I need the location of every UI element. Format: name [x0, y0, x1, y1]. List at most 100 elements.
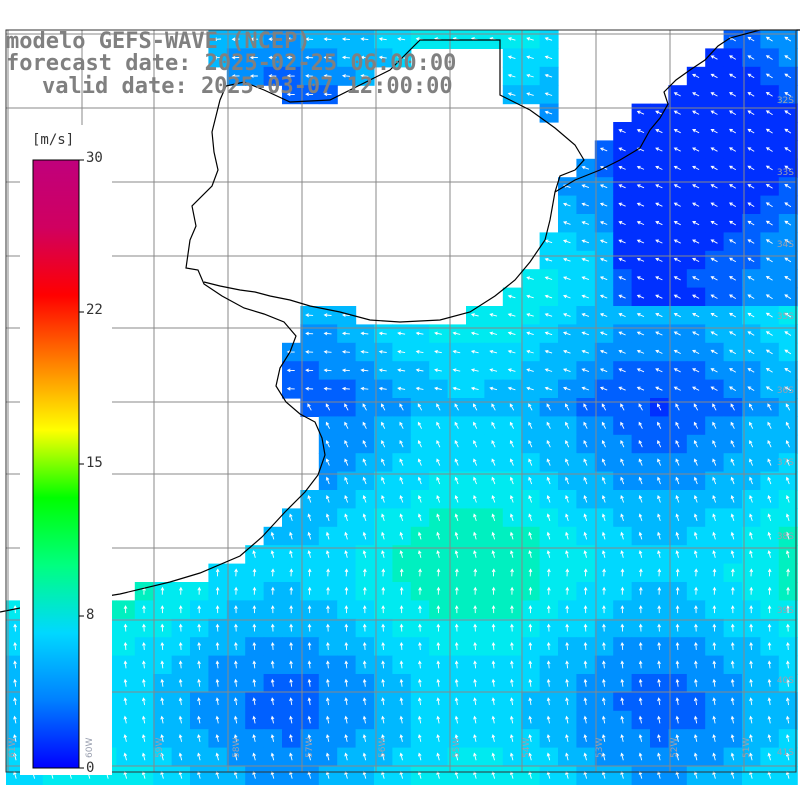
wind-arrow	[415, 386, 424, 391]
wind-arrow	[693, 476, 698, 485]
wind-arrow	[601, 403, 607, 411]
wind-arrow	[694, 568, 698, 577]
wind-arrow	[526, 386, 534, 391]
wind-arrow	[215, 697, 220, 706]
wind-arrow	[289, 660, 293, 669]
wind-arrow	[729, 368, 737, 373]
wind-arrow	[528, 641, 533, 650]
wind-arrow	[510, 568, 514, 577]
lat-lon-grid	[6, 30, 796, 772]
lon-label: 60W	[85, 737, 95, 758]
wind-arrow	[473, 641, 477, 650]
wind-arrow	[784, 257, 792, 263]
wind-arrow	[436, 531, 440, 540]
wind-arrow	[657, 678, 661, 687]
wind-arrow	[289, 752, 293, 761]
wind-arrow	[252, 568, 257, 577]
wind-arrow	[673, 221, 681, 226]
wind-arrow	[397, 331, 406, 336]
wind-arrow	[13, 660, 17, 669]
wind-arrow	[362, 641, 367, 650]
wind-arrow	[712, 641, 717, 650]
wind-arrow	[213, 55, 222, 60]
wind-arrow	[601, 734, 606, 742]
wind-arrow	[436, 439, 441, 448]
wind-arrow	[455, 586, 459, 595]
wind-arrow	[636, 165, 645, 170]
lon-label: 57W	[305, 737, 315, 758]
wind-arrow	[178, 623, 183, 632]
wind-arrow	[565, 458, 570, 466]
wind-arrow	[730, 421, 735, 429]
wind-arrow	[655, 165, 663, 170]
wind-arrow	[712, 458, 717, 466]
wind-arrow	[767, 513, 772, 522]
wind-arrow	[563, 386, 571, 391]
wind-arrow	[436, 550, 440, 558]
wind-arrow	[767, 531, 772, 540]
wind-arrow	[344, 623, 349, 632]
wind-arrow	[638, 458, 643, 466]
wind-arrow	[436, 697, 441, 706]
wind-arrow	[602, 678, 606, 687]
wind-arrow	[638, 734, 643, 742]
wind-arrow	[620, 697, 625, 706]
wind-arrow	[344, 660, 349, 669]
wind-arrow	[399, 421, 404, 429]
wind-arrow	[123, 605, 128, 614]
wind-arrow	[252, 586, 257, 595]
wind-arrow	[160, 697, 165, 706]
wind-arrow	[454, 605, 459, 614]
wind-arrow	[785, 495, 790, 503]
wind-arrow	[509, 550, 514, 558]
map-frame	[5, 29, 797, 773]
wind-arrow	[160, 752, 164, 761]
wind-arrow	[583, 550, 588, 558]
wind-arrow	[436, 678, 441, 687]
wind-arrow	[785, 715, 790, 724]
wind-arrow	[270, 734, 275, 742]
wind-arrow	[710, 221, 718, 226]
wind-arrow	[323, 37, 332, 41]
wind-arrow	[638, 660, 643, 669]
wind-arrow	[692, 165, 700, 170]
wind-arrow	[344, 476, 349, 485]
wind-arrow	[546, 715, 551, 724]
wind-arrow	[271, 586, 275, 595]
wind-arrow	[765, 55, 773, 60]
wind-arrow	[360, 350, 369, 354]
wind-arrow	[786, 623, 790, 632]
wind-arrow	[786, 660, 790, 669]
wind-arrow	[657, 715, 661, 724]
wind-arrow	[454, 734, 459, 742]
wind-arrow	[341, 313, 350, 317]
wind-arrow	[583, 586, 588, 595]
wind-arrow	[397, 37, 406, 41]
wind-arrow	[673, 349, 681, 354]
wind-arrow	[675, 623, 680, 632]
wind-arrow	[675, 568, 680, 577]
wind-arrow	[363, 568, 367, 577]
wind-arrow	[215, 715, 220, 724]
wind-arrow	[546, 752, 551, 761]
wind-arrow	[784, 349, 792, 355]
wind-arrow	[620, 476, 625, 485]
wind-arrow	[749, 403, 754, 411]
wind-arrow	[399, 439, 404, 448]
wind-arrow	[729, 110, 737, 115]
wind-arrow	[581, 221, 590, 225]
wind-arrow	[362, 476, 367, 485]
wind-arrow	[599, 184, 608, 189]
wind-arrow	[747, 257, 755, 263]
wind-arrow	[583, 568, 588, 577]
wind-arrow	[307, 531, 312, 540]
wind-arrow	[692, 331, 700, 336]
wind-arrow	[730, 605, 735, 614]
wind-arrow	[747, 294, 755, 299]
wind-arrow	[602, 568, 606, 577]
wind-arrow	[673, 184, 681, 189]
wind-arrow	[618, 239, 626, 244]
wind-arrow	[767, 734, 772, 742]
wind-arrow	[673, 165, 681, 170]
wind-arrow	[362, 697, 367, 706]
